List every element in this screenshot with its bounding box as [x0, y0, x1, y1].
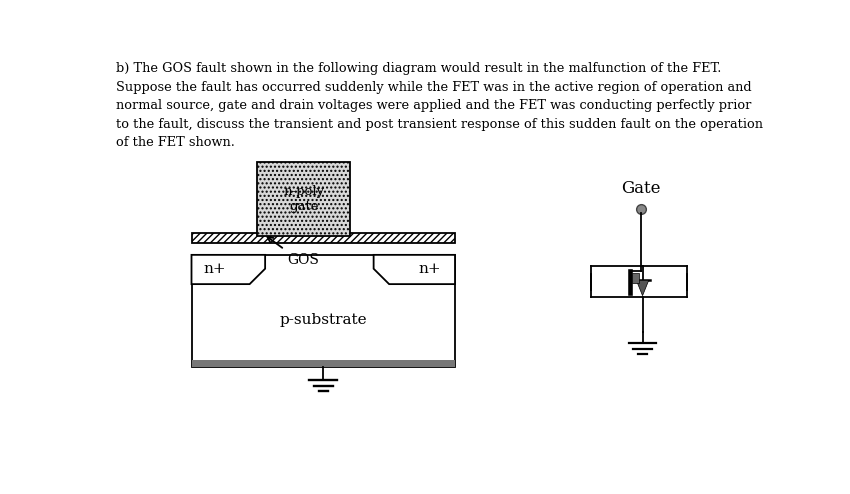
Bar: [191, 360, 455, 367]
Polygon shape: [191, 255, 265, 284]
Bar: [258, 163, 350, 236]
Text: p-substrate: p-substrate: [280, 313, 367, 328]
Text: n+: n+: [418, 262, 441, 277]
Bar: [191, 255, 455, 367]
Text: b) The GOS fault shown in the following diagram would result in the malfunction : b) The GOS fault shown in the following …: [116, 62, 762, 149]
Text: n-poly
gate: n-poly gate: [283, 185, 325, 213]
Text: Gate: Gate: [621, 180, 660, 197]
Text: GOS: GOS: [286, 252, 319, 267]
Polygon shape: [637, 280, 649, 296]
Bar: [191, 233, 455, 244]
Polygon shape: [374, 255, 455, 284]
Bar: [632, 273, 638, 283]
Text: n+: n+: [204, 262, 226, 277]
